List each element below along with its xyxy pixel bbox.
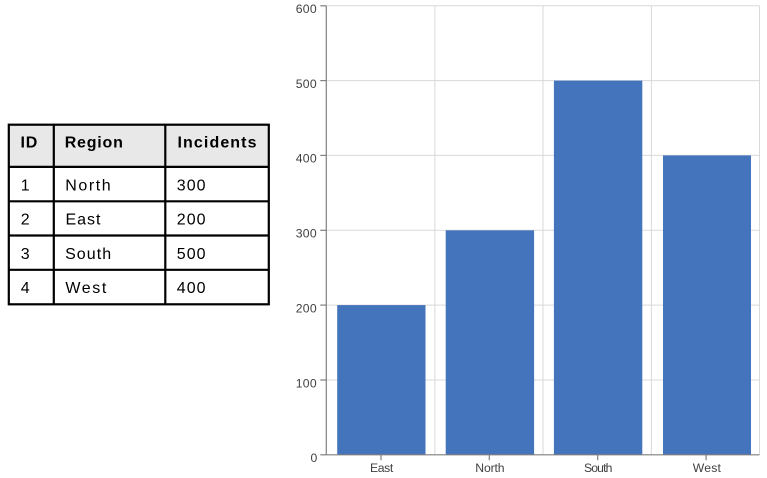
svg-text:North: North (475, 461, 504, 475)
svg-text:Region: Region (65, 135, 123, 152)
svg-text:East: East (66, 212, 101, 229)
svg-text:1: 1 (21, 177, 30, 194)
svg-text:200: 200 (177, 212, 206, 229)
svg-text:300: 300 (296, 227, 317, 241)
svg-text:600: 600 (296, 2, 317, 16)
svg-text:400: 400 (296, 152, 317, 166)
svg-text:Incidents: Incidents (178, 135, 257, 152)
svg-text:North: North (65, 177, 110, 194)
svg-text:500: 500 (177, 246, 206, 263)
svg-text:ID: ID (21, 135, 38, 152)
svg-text:East: East (370, 461, 394, 475)
svg-text:South: South (65, 246, 111, 263)
svg-text:0: 0 (311, 451, 318, 465)
svg-text:500: 500 (296, 77, 317, 91)
svg-text:200: 200 (296, 301, 317, 315)
svg-text:West: West (65, 280, 106, 297)
svg-text:400: 400 (177, 280, 206, 297)
svg-text:South: South (584, 461, 612, 475)
svg-text:West: West (693, 461, 722, 475)
svg-text:3: 3 (21, 246, 30, 263)
svg-text:4: 4 (21, 280, 30, 297)
svg-text:2: 2 (21, 212, 30, 229)
svg-text:300: 300 (177, 177, 206, 194)
svg-text:100: 100 (296, 376, 317, 390)
